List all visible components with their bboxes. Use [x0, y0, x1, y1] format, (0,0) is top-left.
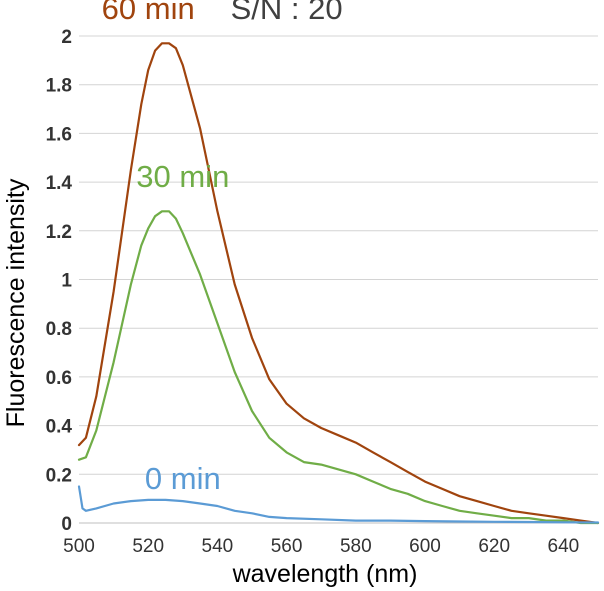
x-tick-label: 560 — [271, 536, 303, 557]
series-line — [77, 42, 600, 525]
gridlines — [79, 35, 598, 475]
y-tick-label: 1.4 — [46, 173, 73, 194]
annotation-label: 0 min — [145, 461, 221, 496]
x-tick-label: 640 — [548, 536, 580, 557]
y-tick-label: 1.2 — [46, 222, 72, 243]
y-axis-label: Fluorescence intensity — [2, 178, 30, 427]
annotation-label: 60 min — [102, 0, 195, 26]
x-axis-label: wavelength (nm) — [232, 560, 418, 588]
series-line — [77, 485, 600, 524]
series-line — [77, 210, 600, 525]
y-tick-label: 2 — [61, 27, 72, 48]
annotation-label: S/N : 20 — [231, 0, 343, 26]
y-tick-label: 0.6 — [46, 368, 72, 389]
y-tick-label: 0.2 — [46, 465, 72, 486]
y-tick-label: 1 — [61, 271, 72, 292]
x-tick-label: 600 — [409, 536, 441, 557]
y-tick-labels: 0 0.2 0.4 0.6 0.8 1 1.2 1.4 1.6 1.8 2 — [46, 27, 73, 535]
x-tick-label: 520 — [132, 536, 164, 557]
y-tick-label: 1.6 — [46, 124, 72, 145]
y-tick-label: 1.8 — [46, 76, 72, 97]
series-lines — [77, 42, 600, 525]
annotation-label: 30 min — [136, 159, 229, 194]
y-tick-label: 0.8 — [46, 319, 72, 340]
annotations: 60 min S/N : 20 30 min 0 min — [102, 0, 343, 496]
x-tick-label: 540 — [202, 536, 234, 557]
x-tick-label: 620 — [478, 536, 510, 557]
y-tick-label: 0 — [61, 514, 72, 535]
x-tick-labels: 500 520 540 560 580 600 620 640 — [63, 536, 579, 557]
x-tick-label: 580 — [340, 536, 372, 557]
x-tick-label: 500 — [63, 536, 95, 557]
y-tick-label: 0.4 — [46, 417, 73, 438]
